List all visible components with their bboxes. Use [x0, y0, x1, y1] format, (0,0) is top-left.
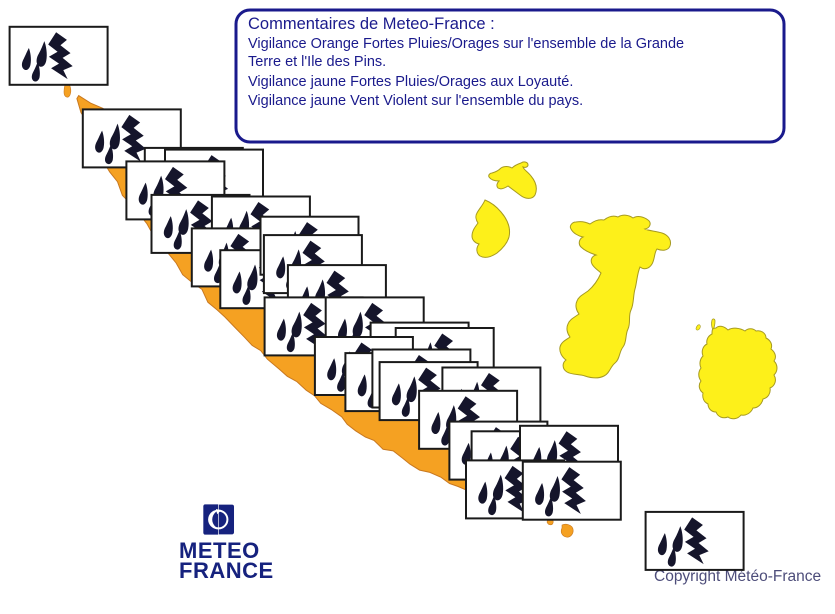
svg-text:Vigilance Orange Fortes Pluies: Vigilance Orange Fortes Pluies/Orages su…	[248, 36, 684, 52]
svg-text:Vigilance jaune Vent Violent s: Vigilance jaune Vent Violent sur l'ensem…	[248, 93, 583, 109]
svg-text:FRANCE: FRANCE	[179, 558, 274, 583]
svg-text:Commentaires de Meteo-France :: Commentaires de Meteo-France :	[248, 15, 495, 33]
svg-text:Terre et l'Ile des Pins.: Terre et l'Ile des Pins.	[248, 54, 386, 70]
svg-text:Vigilance jaune Fortes Pluies/: Vigilance jaune Fortes Pluies/Orages aux…	[248, 74, 573, 90]
